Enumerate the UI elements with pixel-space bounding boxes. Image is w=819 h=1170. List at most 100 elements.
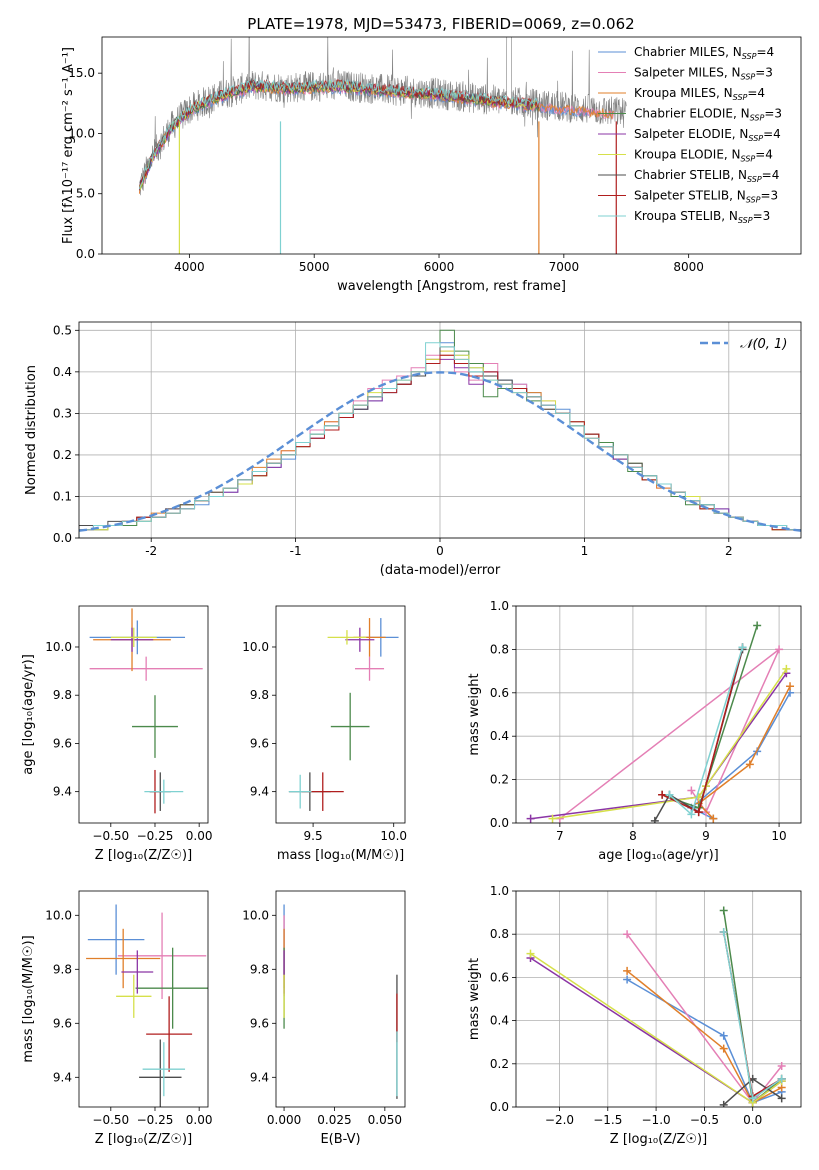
weight-marker [786, 682, 795, 691]
y-tick-label: 0.8 [490, 642, 509, 656]
error-bar-point [86, 928, 161, 989]
legend-entry: 𝒩(0, 1) [740, 337, 787, 352]
y-tick-label: 9.4 [250, 785, 269, 799]
x-tick-label: 0 [436, 544, 444, 558]
plot-area [526, 906, 786, 1107]
legend-entry: Chabrier MILES, NSSP=4 [634, 45, 774, 61]
weight-marker [526, 949, 535, 958]
weight-series-line [552, 668, 788, 820]
weight-marker [775, 645, 784, 654]
axes-frame [275, 605, 406, 824]
error-bar-point [132, 695, 178, 758]
x-tick-label: 0.00 [186, 1113, 213, 1127]
x-tick-label: 10 [771, 829, 786, 843]
x-axis-label: Z [log₁₀(Z/Z☉)] [95, 1132, 192, 1147]
panel-residuals: -2 -1 0 1 2 0.0 0.1 0.2 0.3 0.4 0.5 (data-model)/er… [24, 321, 802, 578]
weight-marker [623, 930, 632, 939]
figure-panels: 4000 5000 6000 7000 80000.05.010.015.0wavele… [21, 36, 802, 1147]
x-axis-label: mass [log₁₀(M/M☉)] [277, 848, 404, 863]
weight-marker [694, 808, 703, 817]
y-tick-label: 9.8 [250, 688, 269, 702]
axes-frame [101, 36, 802, 255]
y-tick-label: 15.0 [68, 66, 95, 80]
legend-entry: Salpeter MILES, NSSP=3 [634, 66, 773, 82]
x-axis-label: Z [log₁₀(Z/Z☉)] [95, 848, 192, 863]
normal-reference-curve [79, 371, 801, 532]
x-axis-label: age [log₁₀(age/yr)] [598, 848, 719, 863]
weight-marker [777, 1094, 786, 1103]
error-bar-point [110, 627, 157, 647]
x-tick-label: 7000 [549, 260, 580, 274]
error-bar-point [135, 947, 208, 1029]
legend-entry: Kroupa STELIB, NSSP=3 [634, 209, 770, 225]
legend-entry: Kroupa MILES, NSSP=4 [634, 86, 765, 102]
error-bar-point [146, 996, 193, 1072]
legend: Chabrier MILES, NSSP=4 Salpeter MILES, NS… [598, 45, 782, 225]
plot-area [138, 37, 627, 254]
y-tick-label: 9.6 [250, 736, 269, 750]
error-bar-point [327, 630, 367, 645]
weight-marker [526, 814, 535, 823]
weight-marker [753, 621, 762, 630]
axes-frame [275, 890, 406, 1108]
y-axis-label: mass weight [467, 673, 482, 755]
panel-mass-weight-vs-metallicity: −2.0 −1.5 −1.0 −0.5 0.0 0.0 0.2 0.4 0.6 0.8 1.0 Z [… [467, 884, 802, 1147]
x-axis-label: E(B-V) [320, 1132, 360, 1147]
x-axis-label: (data-model)/error [380, 563, 501, 578]
y-tick-label: 9.4 [53, 785, 72, 799]
y-axis-label: Normed distribution [24, 365, 39, 495]
weight-series-line [626, 970, 783, 1104]
x-tick-label: −0.5 [690, 1113, 719, 1127]
error-bar-point [142, 1042, 186, 1097]
y-tick-label: 0.0 [490, 1100, 509, 1114]
weight-marker [748, 1094, 757, 1103]
x-tick-label: 2 [725, 544, 733, 558]
error-bar-point [139, 1039, 182, 1107]
plot-area [288, 618, 399, 811]
panel-spectrum: 4000 5000 6000 7000 8000 0.0 5.0 10.0 15.0 wavele… [61, 36, 802, 294]
x-tick-label: 0.0 [743, 1113, 762, 1127]
y-tick-label: 0.0 [76, 247, 95, 261]
legend-entry: Chabrier STELIB, NSSP=4 [634, 168, 779, 184]
weight-marker [709, 814, 718, 823]
weight-marker [650, 816, 659, 823]
model-spectrum [138, 78, 540, 190]
y-axis-label: age [log₁₀(age/yr)] [21, 654, 36, 775]
x-tick-label: −0.25 [137, 829, 174, 843]
weight-marker [719, 906, 728, 915]
y-tick-label: 9.6 [250, 1016, 269, 1030]
x-tick-label: −1.0 [642, 1113, 671, 1127]
y-tick-label: 0.4 [490, 1014, 509, 1028]
x-tick-label: 8 [629, 829, 637, 843]
weight-marker [719, 1100, 728, 1107]
weight-marker [719, 1044, 728, 1053]
x-tick-label: -1 [290, 544, 302, 558]
y-tick-label: 1.0 [490, 884, 509, 898]
y-tick-label: 9.4 [53, 1070, 72, 1084]
y-tick-label: 0.1 [53, 489, 72, 503]
panel-age-vs-metallicity: −0.50 −0.25 0.00 9.4 9.6 9.8 10.0 Z [log₁₀(Z/Z☉… [21, 605, 213, 863]
y-tick-label: 10.0 [45, 908, 72, 922]
x-axis-label: wavelength [Angstrom, rest frame] [337, 279, 566, 294]
error-bar-point [288, 774, 312, 809]
error-bar-point [117, 912, 207, 999]
axes-frame [78, 605, 209, 824]
weight-marker [623, 975, 632, 984]
y-tick-label: 10.0 [68, 126, 95, 140]
weight-marker [777, 1061, 786, 1070]
x-tick-label: 9.5 [304, 829, 323, 843]
x-tick-label: −0.25 [137, 1113, 174, 1127]
y-tick-label: 10.0 [45, 640, 72, 654]
y-tick-label: 0.3 [53, 406, 72, 420]
y-tick-label: 0.4 [53, 365, 72, 379]
y-tick-label: 10.0 [242, 908, 269, 922]
weight-series-line [690, 692, 791, 820]
weight-marker [777, 1074, 786, 1083]
x-axis-label: Z [log₁₀(Z/Z☉)] [610, 1132, 707, 1147]
y-tick-label: 9.8 [250, 962, 269, 976]
weight-series-line [697, 685, 791, 820]
error-bar-point [87, 904, 145, 975]
x-tick-label: -2 [145, 544, 157, 558]
error-bar-point [330, 692, 370, 761]
y-axis-label: mass weight [467, 958, 482, 1040]
